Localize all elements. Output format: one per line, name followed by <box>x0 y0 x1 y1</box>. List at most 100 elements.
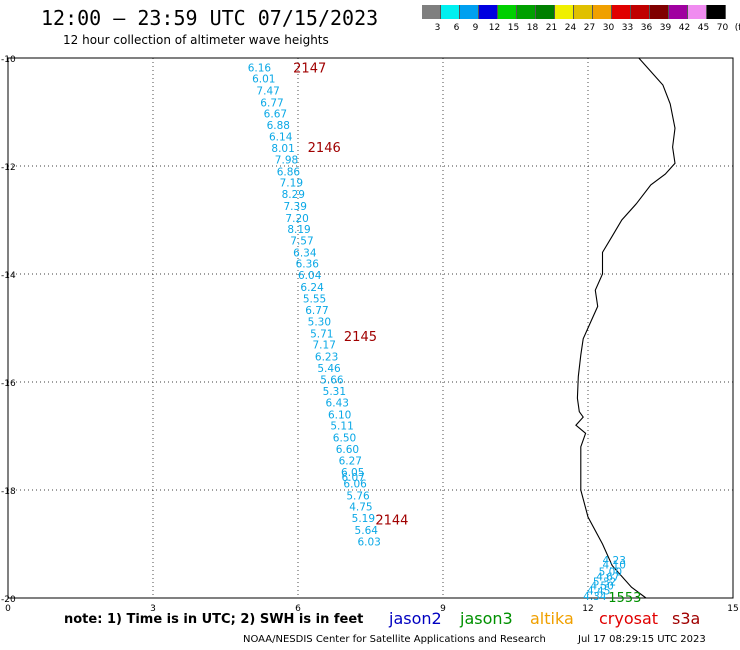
wave-height-value: 6.03 <box>357 536 380 548</box>
color-scale-label: 15 <box>507 23 520 33</box>
longitude-tick-label: 15 <box>727 604 738 614</box>
color-swatch <box>574 5 593 19</box>
footnote: note: 1) Time is in UTC; 2) SWH is in fe… <box>64 612 364 627</box>
wave-height-value: 5.46 <box>317 363 341 375</box>
color-scale-label: 33 <box>621 23 634 33</box>
color-scale-label: 12 <box>488 23 501 33</box>
color-scale-label: 24 <box>564 23 577 33</box>
wave-height-value: 5.76 <box>346 490 370 502</box>
wave-height-value: 5.30 <box>308 317 331 329</box>
wave-height-value: 7.39 <box>284 201 307 213</box>
wave-height-value: 6.43 <box>326 398 349 410</box>
color-swatch <box>612 5 631 19</box>
wave-height-value: 4.23 <box>603 555 626 567</box>
wave-height-value: 7.57 <box>290 236 313 248</box>
wave-height-value: 7.47 <box>256 85 279 97</box>
color-scale-label: 36 <box>640 23 653 33</box>
wave-height-value: 6.77 <box>305 305 328 317</box>
color-scale-label: 18 <box>526 23 539 33</box>
color-scale-label: 70 <box>716 23 729 33</box>
legend-cryosat: cryosat <box>599 609 659 628</box>
wave-height-value: 6.01 <box>252 74 275 86</box>
track-id-label: 1553 <box>608 591 641 606</box>
track-id-label: 2144 <box>375 514 408 529</box>
wave-height-value: 4.10 <box>603 560 626 572</box>
color-scale-label: 3 <box>434 23 441 33</box>
wave-height-value: 7.19 <box>280 178 303 190</box>
map-subtitle: 12 hour collection of altimeter wave hei… <box>63 33 329 47</box>
latitude-tick-label: -10 <box>1 55 16 65</box>
color-scale-label: 30 <box>602 23 615 33</box>
color-scale-label: 6 <box>453 23 460 33</box>
color-scale-label: 39 <box>659 23 672 33</box>
wave-height-value: 8.19 <box>287 224 310 236</box>
generation-time: Jul 17 08:29:15 UTC 2023 <box>578 634 706 645</box>
longitude-tick-label: 6 <box>295 604 301 614</box>
latitude-tick-label: -18 <box>1 487 16 497</box>
legend-jason2: jason2 <box>389 609 442 628</box>
longitude-tick-label: 9 <box>440 604 446 614</box>
latitude-tick-label: -16 <box>1 379 16 389</box>
wave-height-value: 4.45 <box>587 585 610 597</box>
wave-height-value: 6.16 <box>248 63 272 75</box>
wave-height-value: 5.19 <box>352 513 375 525</box>
color-swatch <box>650 5 669 19</box>
color-scale-label: 27 <box>583 23 596 33</box>
wave-height-value: 5.71 <box>310 328 333 340</box>
wave-height-value: 4.50 <box>590 581 613 593</box>
wave-height-value: 6.05 <box>341 467 364 479</box>
color-swatch <box>688 5 707 19</box>
color-swatch <box>555 5 574 19</box>
color-scale-label: (ft) <box>734 23 740 33</box>
wave-height-value: 6.50 <box>333 433 356 445</box>
color-scale-label: 9 <box>472 23 479 33</box>
wave-height-value: 6.67 <box>264 109 287 121</box>
wave-height-value: 5.64 <box>355 525 379 537</box>
wave-height-value: 5.31 <box>323 386 346 398</box>
wave-height-value: 6.36 <box>296 259 320 271</box>
color-swatch <box>593 5 612 19</box>
color-swatch <box>536 5 555 19</box>
wave-height-value: 5.11 <box>330 421 353 433</box>
wave-height-value: 5.66 <box>320 374 344 386</box>
legend-s3a: s3a <box>672 609 701 628</box>
wave-height-value: 6.04 <box>298 270 322 282</box>
wave-height-value: 6.06 <box>343 479 367 491</box>
wave-height-value: 6.24 <box>300 282 324 294</box>
track-id-label: 2145 <box>344 330 377 345</box>
color-swatch <box>707 5 726 19</box>
legend-altika: altika <box>530 609 574 628</box>
color-swatch <box>422 5 441 19</box>
wave-height-value: 7.98 <box>275 155 298 167</box>
wave-height-value: 6.86 <box>277 166 301 178</box>
wave-height-value: 6.34 <box>293 247 317 259</box>
credit-line: NOAA/NESDIS Center for Satellite Applica… <box>243 634 546 645</box>
wave-height-value: 8.29 <box>282 189 305 201</box>
wave-height-value: 5.55 <box>303 293 326 305</box>
color-swatch <box>517 5 536 19</box>
map-title: 12:00 – 23:59 UTC 07/15/2023 <box>41 6 379 30</box>
wave-height-value: 6.10 <box>328 409 351 421</box>
longitude-tick-label: 3 <box>150 604 156 614</box>
wave-height-value: 6.88 <box>267 120 290 132</box>
wave-height-value: 6.77 <box>260 97 283 109</box>
coastline <box>575 57 676 599</box>
wave-height-value: 4.75 <box>349 502 372 514</box>
color-scale-label: 42 <box>678 23 691 33</box>
wave-height-value: 6.23 <box>315 352 338 364</box>
track-id-label: 2146 <box>308 141 341 156</box>
latitude-tick-label: -14 <box>1 271 16 281</box>
color-swatch <box>631 5 650 19</box>
color-swatch <box>479 5 498 19</box>
wave-height-value: 4.67 <box>596 571 619 583</box>
longitude-tick-label: 0 <box>5 604 11 614</box>
wave-height-value: 5.00 <box>599 567 622 579</box>
track-id-label: 2147 <box>293 62 326 77</box>
longitude-tick-label: 12 <box>582 604 593 614</box>
wave-height-value: 7.20 <box>285 213 308 225</box>
color-swatch <box>498 5 517 19</box>
wave-height-value: 4.34 <box>583 591 607 603</box>
map-frame <box>7 57 734 599</box>
wave-height-value: 6.27 <box>339 455 362 467</box>
